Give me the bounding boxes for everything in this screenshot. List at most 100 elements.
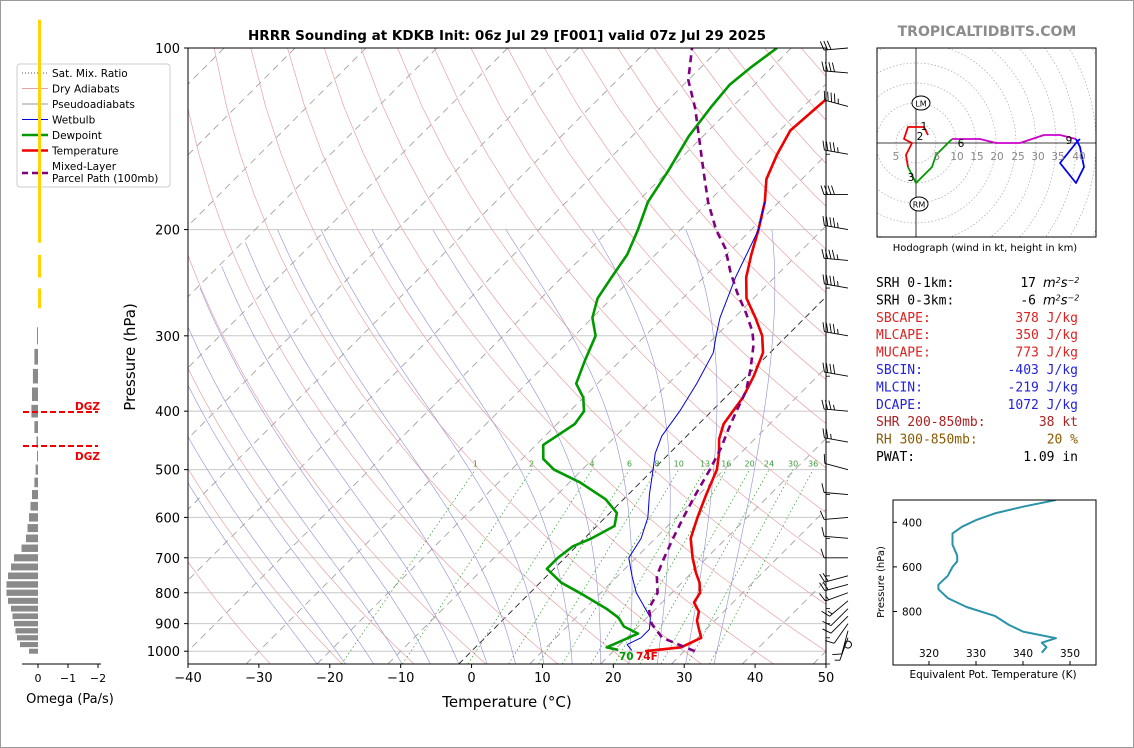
omega-bar	[32, 490, 38, 500]
wind-barb-staff	[824, 47, 849, 51]
omega-bar	[34, 477, 38, 488]
wind-barb-flag	[832, 653, 842, 655]
wind-barb-staff	[839, 637, 849, 661]
wind-barb-flag	[832, 364, 836, 374]
index-label: PWAT:	[876, 450, 915, 465]
unit-part: 2	[1056, 293, 1061, 302]
x-tick-label: −40	[174, 671, 201, 686]
index-value: 38 kt	[1039, 415, 1078, 430]
x-tick-label: −30	[245, 671, 272, 686]
wind-barb-flag	[822, 322, 825, 332]
x-tick-label: 50	[818, 671, 835, 686]
wind-barb-flag	[822, 140, 825, 151]
hodograph-ring-label: 20	[990, 151, 1003, 163]
omega-bar	[27, 524, 38, 533]
legend: Sat. Mix. Ratio Dry Adiabats Pseudoadiabat…	[16, 63, 171, 188]
wind-barb-flag	[819, 510, 825, 520]
wind-barb-flag	[830, 92, 833, 103]
wind-barb-flag	[825, 429, 829, 439]
omega-bar	[32, 387, 38, 402]
hodograph-height-label: 1	[921, 121, 928, 133]
omega-bar	[38, 116, 41, 156]
pseudoadiabat	[245, 242, 488, 664]
wind-barb-flag	[823, 453, 826, 464]
wind-barb-staff	[824, 70, 849, 74]
theta-x-tick-label: 330	[966, 648, 986, 660]
x-tick-label: 40	[747, 671, 764, 686]
pseudoadiabat	[188, 384, 374, 664]
isotherm	[188, 48, 579, 440]
mixing-ratio-line	[687, 469, 794, 664]
theta-e-frame	[892, 499, 1097, 666]
wind-barb-half-flag	[833, 404, 835, 411]
wind-barb-flag	[821, 526, 825, 537]
wind-barb-flag	[822, 362, 825, 373]
pseudoadiabat	[592, 229, 671, 664]
pseudoadiabat	[432, 229, 601, 664]
dry-adiabat	[188, 254, 487, 664]
wind-barb-staff	[824, 224, 849, 231]
mixing-ratio-label: 36	[808, 460, 818, 469]
index-unit: m2s−2	[1043, 276, 1079, 292]
dgz-bottom-label: DGZ	[75, 451, 100, 463]
mixing-ratio-label: 20	[745, 460, 755, 469]
wind-barb-flag	[822, 428, 825, 438]
y-tick-label: 300	[155, 330, 180, 345]
x-tick-label: −10	[387, 671, 414, 686]
isotherm	[188, 48, 438, 298]
wind-barb-flag	[821, 483, 825, 493]
omega-bar	[38, 187, 41, 217]
mixing-ratio-line	[590, 469, 706, 664]
wind-barb-half-flag	[836, 254, 839, 260]
hodograph-trace	[1059, 138, 1085, 184]
pseudoadiabat	[188, 326, 403, 664]
isotherm	[600, 437, 826, 664]
hodograph-ring-label: 40	[1072, 151, 1085, 163]
wind-barb-flag	[822, 274, 825, 284]
wind-barb-flag	[829, 141, 832, 152]
hodograph-frame	[876, 47, 1097, 238]
y-tick-label: 1000	[147, 645, 180, 660]
wind-barb-staff	[841, 630, 849, 655]
isotherm	[671, 508, 826, 664]
mixing-ratio-label: 30	[788, 460, 798, 469]
mixing-ratio-line	[538, 469, 658, 664]
dry-adiabat	[360, 48, 826, 605]
wind-barb-flag	[824, 185, 828, 195]
skewt-axes-frame	[187, 47, 827, 665]
skewt-panel: 1 2 4 6 8 10 13 16 20 24 30 36 −40 −30 −20 −10 0 10 20 30 4…	[121, 40, 852, 711]
omega-bar	[8, 597, 38, 604]
omega-bars	[6, 19, 41, 654]
wind-barb-flag	[822, 620, 832, 627]
wind-barb-staff	[833, 623, 849, 644]
omega-tick-label: 0	[35, 672, 42, 685]
wind-barb-staff	[825, 592, 849, 602]
wind-barb-flag	[828, 249, 832, 260]
wind-barb-flag	[833, 93, 836, 103]
mixing-ratio-label: 13	[700, 460, 710, 469]
parcel-line	[647, 48, 755, 653]
wind-barb-staff	[830, 615, 849, 634]
hodograph-height-label: 6	[958, 138, 965, 150]
wind-barb-flag	[822, 215, 825, 226]
wind-barb-flag	[819, 573, 826, 583]
pseudoadiabat	[685, 229, 718, 664]
index-value: 773 J/kg	[1015, 346, 1078, 361]
omega-bar	[12, 613, 38, 620]
index-unit: m2s−2	[1043, 293, 1079, 309]
omega-bar	[32, 368, 38, 384]
mixing-ratio-line	[467, 469, 593, 664]
unit-part: s	[1061, 293, 1068, 308]
mixing-ratio-label: 10	[674, 460, 684, 469]
index-value: 1072 J/kg	[1008, 398, 1078, 413]
mixing-ratio-line	[660, 469, 770, 664]
omega-bar	[38, 216, 41, 243]
dry-adiabat	[543, 48, 826, 381]
hodograph-ring-label: 10	[950, 151, 963, 163]
legend-label: Temperature	[51, 146, 119, 158]
theta-e-ylabel: Pressure (hPa)	[876, 546, 887, 618]
hodograph-trace	[903, 126, 929, 168]
wind-barb-half-flag	[825, 595, 830, 601]
index-value: -403 J/kg	[1008, 363, 1078, 378]
wind-barb-staff	[824, 575, 849, 583]
